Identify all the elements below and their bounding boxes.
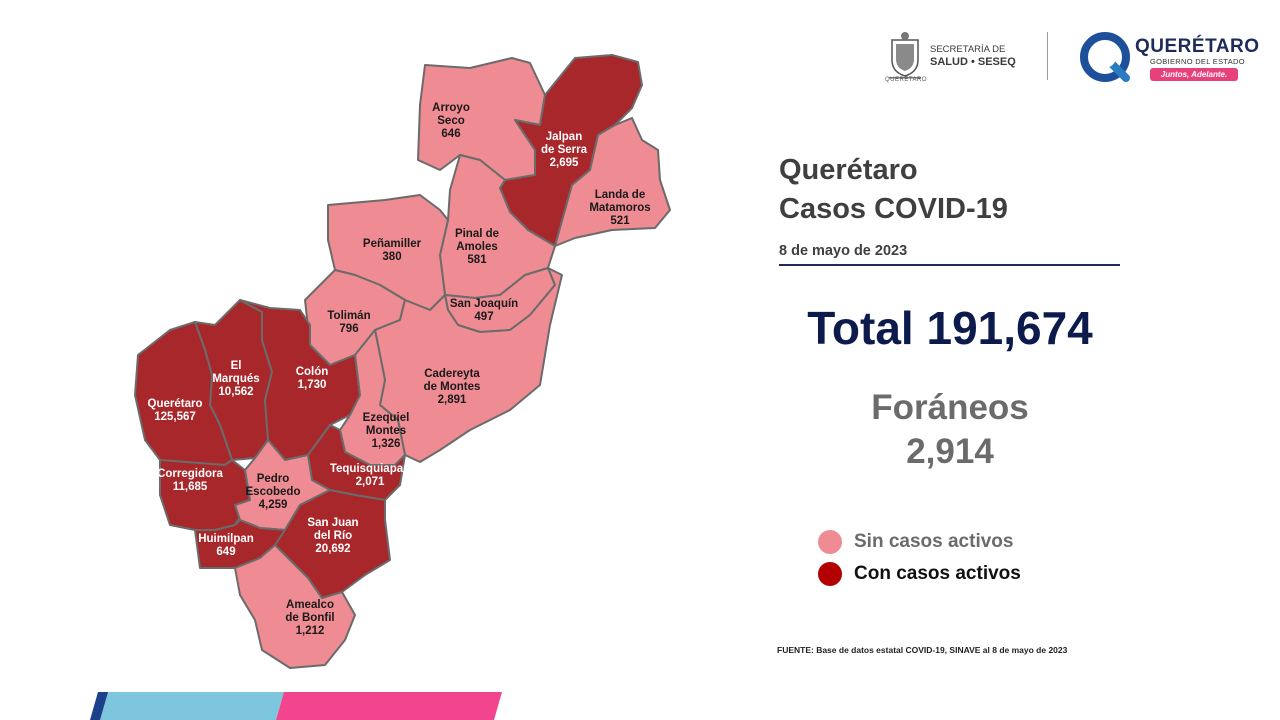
- region-landa: [554, 117, 671, 247]
- queretaro-wordmark: QUERÉTARO: [1135, 36, 1260, 57]
- seseq-line2: SALUD • SESEQ: [930, 56, 1016, 68]
- label-san-joaquin: San Joaquín 497: [449, 298, 519, 323]
- region-colon: [239, 299, 361, 461]
- legend-inactive-swatch: [818, 530, 842, 554]
- source-note: FUENTE: Base de datos estatal COVID-19, …: [777, 645, 1068, 655]
- legend-inactive-label: Sin casos activos: [854, 531, 1014, 552]
- legend-inactive: Sin casos activos: [818, 529, 1013, 555]
- label-queretaro: Querétaro 125,567: [147, 398, 203, 423]
- coat-of-arms-icon: [889, 32, 921, 79]
- label-cadereyta: Cadereyta de Montes 2,891: [423, 368, 481, 406]
- label-ezequiel: Ezequiel Montes 1,326: [362, 412, 410, 450]
- foraneos-value: 2,914: [906, 432, 994, 471]
- title-line1: Querétaro: [779, 154, 918, 186]
- label-jalpan: Jalpan de Serra 2,695: [540, 131, 588, 169]
- region-amealco: [234, 544, 356, 669]
- legend-active-swatch: [818, 562, 842, 586]
- label-arroyo-seco: Arroyo Seco 646: [432, 102, 470, 140]
- label-el-marques: El Marqués 10,562: [212, 360, 260, 398]
- legend-active: Con casos activos: [818, 561, 1021, 587]
- seseq-logo: SECRETARÍA DE SALUD • SESEQ: [886, 30, 1016, 82]
- label-tequisquiapan: Tequisquiapan 2,071: [329, 463, 411, 488]
- queretaro-q-logo-icon: [1080, 32, 1130, 82]
- label-pedro-escobedo: Pedro Escobedo 4,259: [245, 473, 301, 511]
- queretaro-subtitle: GOBIERNO DEL ESTADO: [1150, 57, 1245, 66]
- label-corregidora: Corregidora 11,685: [157, 468, 223, 493]
- seseq-line1: SECRETARÍA DE: [930, 44, 1006, 55]
- seseq-emblem-caption: QUERÉTARO: [885, 77, 928, 83]
- stripe-light: [100, 692, 284, 720]
- label-colon: Colón 1,730: [295, 366, 329, 391]
- header-divider: [1047, 32, 1048, 80]
- region-huimilpan: [194, 519, 286, 569]
- total-cases: Total 191,674: [807, 302, 1093, 354]
- queretaro-tagline: Juntos, Adelante.: [1150, 68, 1238, 81]
- label-toliman: Tolimán 796: [327, 310, 371, 335]
- label-pinal: Pinal de Amoles 581: [454, 228, 500, 266]
- label-landa: Landa de Matamoros 521: [589, 189, 651, 227]
- label-san-juan: San Juan del Río 20,692: [307, 517, 359, 555]
- label-huimilpan: Huimilpan 649: [198, 533, 254, 558]
- title-underline: [779, 264, 1120, 266]
- foraneos-label: Foráneos: [871, 388, 1029, 427]
- label-amealco: Amealco de Bonfil 1,212: [285, 599, 335, 637]
- legend-active-label: Con casos activos: [854, 563, 1021, 584]
- label-penamiller: Peñamiller 380: [362, 238, 422, 263]
- report-date: 8 de mayo de 2023: [779, 243, 908, 259]
- stripe-pink: [276, 692, 502, 720]
- title-line2: Casos COVID-19: [779, 193, 1008, 225]
